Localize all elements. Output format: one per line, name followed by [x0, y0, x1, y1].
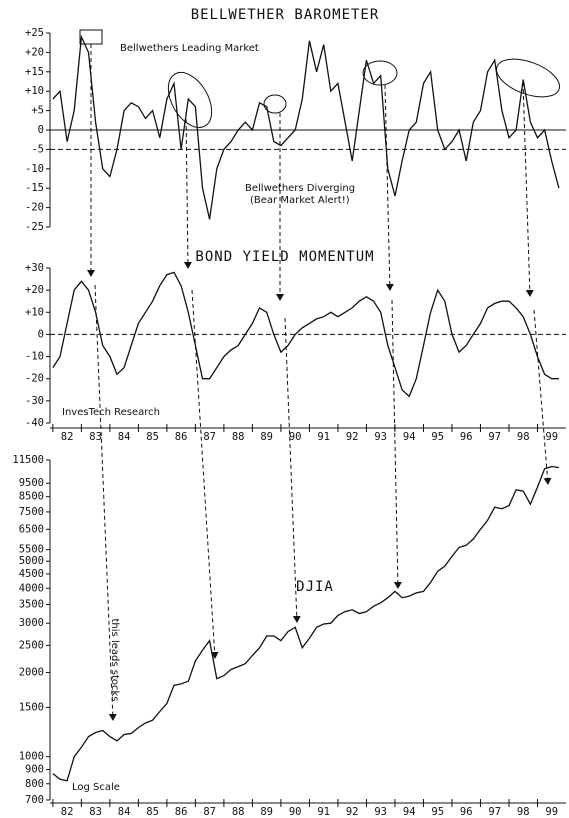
y-tick-label: 5500: [19, 544, 44, 556]
y-tick-label: -10: [25, 351, 44, 363]
data-line: [52, 34, 560, 220]
arrow: [522, 81, 534, 297]
y-tick-label: -20: [25, 373, 44, 385]
x-tick-label: 88: [232, 806, 245, 818]
y-tick-label: 0: [38, 124, 44, 136]
y-tick-label: +25: [25, 27, 44, 39]
y-tick-label: +5: [31, 105, 44, 117]
x-tick-label: 98: [517, 431, 530, 443]
x-tick-label: 86: [175, 806, 188, 818]
y-tick-label: -25: [25, 221, 44, 233]
highlight-ellipse: [167, 72, 213, 128]
arrow: [533, 309, 552, 485]
x-tick-label: 95: [431, 806, 444, 818]
arrow: [183, 111, 192, 269]
x-tick-label: 94: [403, 431, 416, 443]
x-tick-label: 85: [146, 806, 159, 818]
annotation: Bellwethers Diverging: [245, 183, 355, 194]
y-tick-label: -10: [25, 163, 44, 175]
y-tick-label: 2000: [19, 666, 44, 678]
x-tick-label: 93: [374, 431, 387, 443]
y-tick-label: 2500: [19, 639, 44, 651]
x-tick-label: 89: [260, 431, 273, 443]
x-tick-label: 92: [346, 806, 359, 818]
x-tick-label: 97: [488, 806, 501, 818]
y-tick-label: 9500: [19, 477, 44, 489]
x-tick-label: 82: [61, 431, 74, 443]
y-tick-label: -40: [25, 417, 44, 429]
x-tick-label: 83: [89, 431, 102, 443]
y-tick-label: 700: [25, 794, 44, 806]
x-tick-label: 93: [374, 806, 387, 818]
x-tick-label: 94: [403, 806, 416, 818]
y-tick-label: +20: [25, 284, 44, 296]
x-tick-label: 84: [118, 806, 131, 818]
y-tick-label: +10: [25, 85, 44, 97]
highlight-ellipse: [362, 60, 398, 86]
chart-title: BELLWETHER BAROMETER: [191, 7, 380, 23]
y-tick-label: 1000: [19, 751, 44, 763]
annotation: Log Scale: [72, 782, 120, 793]
y-tick-label: 0: [38, 328, 44, 340]
x-tick-label: 87: [203, 806, 216, 818]
annotation: this leads stocks: [109, 619, 120, 702]
chart-title: BOND YIELD MOMENTUM: [195, 249, 374, 265]
x-tick-label: 84: [118, 431, 131, 443]
highlight-ellipse: [496, 58, 560, 98]
x-tick-label: 95: [431, 431, 444, 443]
arrow: [284, 317, 301, 623]
y-tick-label: -5: [31, 143, 44, 155]
y-tick-label: 1500: [19, 701, 44, 713]
annotation: Bellwethers Leading Market: [120, 43, 259, 54]
y-tick-label: +20: [25, 46, 44, 58]
y-tick-label: 7500: [19, 506, 44, 518]
x-tick-label: 96: [460, 431, 473, 443]
x-tick-label: 90: [289, 806, 302, 818]
arrow: [94, 284, 117, 721]
y-tick-label: -15: [25, 182, 44, 194]
y-tick-label: 5000: [19, 555, 44, 567]
x-tick-label: 97: [488, 431, 501, 443]
chart-title: DJIA: [296, 579, 334, 595]
x-tick-label: 83: [89, 806, 102, 818]
x-tick-label: 91: [317, 806, 330, 818]
arrow: [384, 84, 394, 291]
y-tick-label: +30: [25, 262, 44, 274]
y-tick-label: 8500: [19, 491, 44, 503]
y-tick-label: 4000: [19, 582, 44, 594]
x-tick-label: 99: [545, 431, 558, 443]
highlight-ellipse: [263, 94, 287, 114]
annotation: InvesTech Research: [62, 407, 160, 418]
x-tick-label: 87: [203, 431, 216, 443]
y-tick-label: 11500: [12, 454, 44, 466]
data-line: [52, 465, 559, 782]
data-line: [52, 271, 559, 398]
arrow: [391, 299, 402, 589]
x-tick-label: 88: [232, 431, 245, 443]
x-tick-label: 86: [175, 431, 188, 443]
x-tick-label: 98: [517, 806, 530, 818]
y-tick-label: 6500: [19, 523, 44, 535]
x-tick-label: 91: [317, 431, 330, 443]
y-tick-label: 3500: [19, 598, 44, 610]
arrow: [191, 289, 219, 659]
x-tick-label: 96: [460, 806, 473, 818]
x-tick-label: 89: [260, 806, 273, 818]
y-tick-label: -20: [25, 202, 44, 214]
annotation: (Bear Market Alert!): [250, 195, 350, 206]
y-tick-label: 900: [25, 763, 44, 775]
y-tick-label: 4500: [19, 568, 44, 580]
y-tick-label: 800: [25, 778, 44, 790]
x-tick-label: 85: [146, 431, 159, 443]
x-tick-label: 92: [346, 431, 359, 443]
y-tick-label: +10: [25, 306, 44, 318]
x-tick-label: 99: [545, 806, 558, 818]
y-tick-label: 3000: [19, 617, 44, 629]
y-tick-label: -30: [25, 395, 44, 407]
x-tick-label: 82: [61, 806, 74, 818]
y-tick-label: +15: [25, 66, 44, 78]
x-tick-label: 90: [289, 431, 302, 443]
callouts: [79, 29, 560, 721]
